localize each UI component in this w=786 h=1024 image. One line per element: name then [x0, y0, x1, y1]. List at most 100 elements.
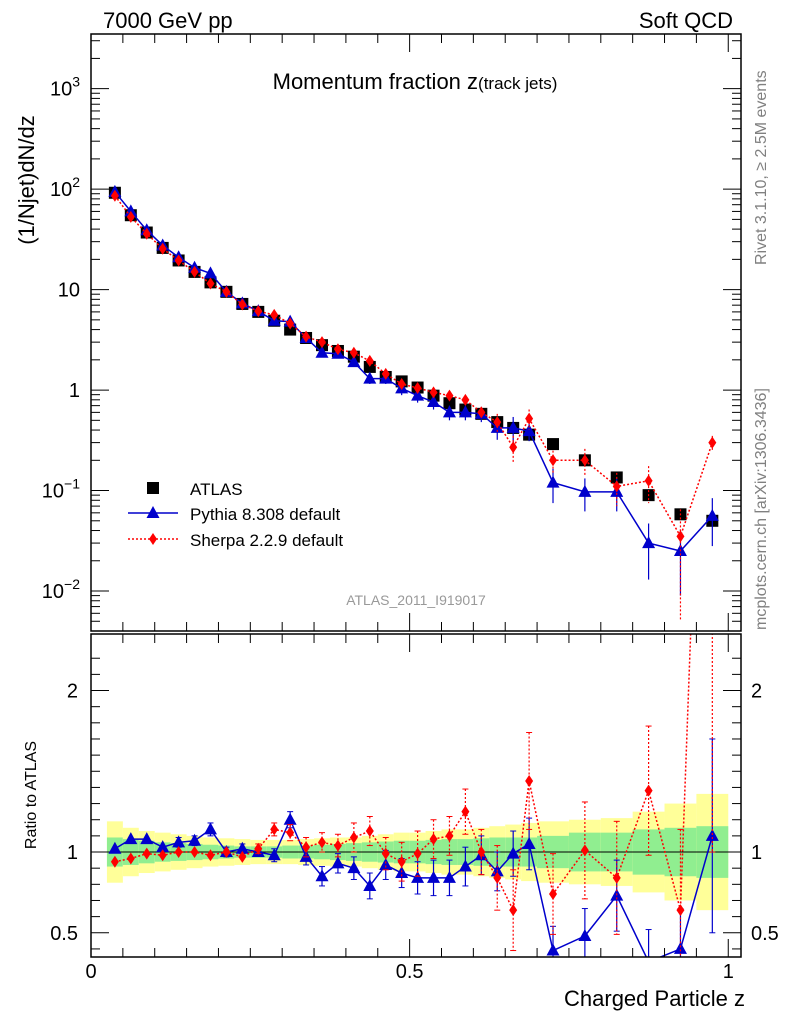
sherpa-point [222, 285, 231, 298]
watermark: ATLAS_2011_I919017 [346, 592, 486, 608]
sherpa-ratio-point [445, 829, 454, 842]
ratio-y-tick-label-right: 0.5 [751, 923, 779, 945]
pythia-ratio-point [188, 833, 202, 846]
sherpa-ratio-point [708, 39, 716, 51]
pythia-ratio-point [347, 861, 361, 874]
ratio-panel: 0.5 0.5 1 1 2 2 0 0.5 1 Ratio to ATLAS Charged … [23, 39, 779, 1011]
sherpa-point [365, 354, 374, 367]
sherpa-ratio-point [126, 852, 135, 865]
sherpa-ratio-point [493, 871, 502, 884]
sherpa-ratio-point [580, 844, 589, 857]
sherpa-point [461, 393, 470, 406]
y-tick-label: 10−2 [42, 576, 80, 603]
sherpa-point [270, 308, 279, 321]
y-tick-label: 102 [50, 174, 80, 201]
pythia-ratio-point [283, 812, 297, 825]
ratio-y-tick-label: 0.5 [50, 923, 78, 945]
sherpa-point [525, 412, 534, 425]
x-tick-label: 1 [723, 961, 734, 983]
pythia-point [522, 424, 536, 437]
pythia-point [315, 345, 329, 358]
sherpa-point [445, 389, 454, 402]
sherpa-ratio-point [525, 774, 534, 787]
sherpa-point [509, 441, 518, 454]
atlas-point [547, 438, 560, 451]
sherpa-point [174, 254, 183, 267]
sherpa-ratio-point [477, 846, 486, 859]
sherpa-ratio-point [206, 849, 215, 862]
pythia-ratio-point [235, 841, 249, 854]
ratio-ylabel: Ratio to ATLAS [23, 741, 40, 849]
ratio-y-tick-label: 1 [67, 842, 78, 864]
sherpa-point [318, 336, 327, 349]
sherpa-ratio-point [381, 847, 390, 860]
pythia-ratio-point [315, 869, 329, 882]
x-axis-label: Charged Particle z [564, 986, 745, 1011]
pythia-ratio-point [108, 841, 122, 854]
sherpa-ratio-point [644, 784, 653, 797]
sherpa-ratio-point [549, 888, 558, 901]
pythia-ratio-point [363, 878, 377, 891]
sherpa-ratio-point [612, 871, 621, 884]
pythia-ratio-point [156, 840, 170, 853]
sherpa-ratio-point [238, 850, 247, 863]
sherpa-point [429, 386, 438, 399]
header-left: 7000 GeV pp [103, 8, 233, 33]
sherpa-ratio-point [190, 846, 199, 859]
sherpa-point [381, 367, 390, 380]
legend-marker-pythia [146, 506, 160, 518]
pythia-point [442, 405, 456, 418]
legend-label-atlas: ATLAS [190, 480, 243, 499]
chart-title-main: Momentum fraction z [273, 69, 478, 94]
legend-marker-atlas [147, 482, 159, 494]
sherpa-point [493, 416, 502, 429]
pythia-ratio-point [427, 870, 441, 883]
main-panel-frame [90, 33, 742, 632]
pythia-point [203, 266, 217, 279]
pythia-point [458, 405, 472, 418]
sherpa-point [644, 474, 653, 487]
sherpa-point [612, 480, 621, 493]
pythia-ratio-point [673, 941, 687, 954]
sherpa-ratio-point [110, 855, 119, 868]
pythia-point [546, 475, 560, 488]
atlas-point [443, 397, 456, 410]
pythia-point [506, 420, 520, 433]
sherpa-ratio-point [413, 847, 422, 860]
main-panel: 10−2 10−1 1 10 102 103 (1/Njet)dN/dz Momentum… [14, 33, 742, 632]
pythia-ratio-point [267, 848, 281, 861]
sherpa-point [477, 406, 486, 419]
y-tick-label: 1 [69, 380, 80, 402]
sherpa-point [413, 381, 422, 394]
mcplots-label: mcplots.cern.ch [arXiv:1306.3436] [753, 388, 770, 630]
sherpa-point [254, 305, 263, 318]
sherpa-ratio-point [270, 823, 279, 836]
y-tick-label: 103 [50, 74, 80, 101]
pythia-point [411, 388, 425, 401]
sherpa-ratio-point [349, 831, 358, 844]
ratio-y-tick-label-right: 1 [751, 842, 762, 864]
y-tick-label: 10−1 [42, 476, 80, 503]
pythia-ratio-point [124, 832, 138, 845]
x-tick-label: 0 [85, 961, 96, 983]
pythia-ratio-point [299, 849, 313, 862]
ratio-y-tick-label: 2 [67, 681, 78, 703]
pythia-point [705, 508, 719, 521]
x-tick-label: 0.5 [396, 961, 424, 983]
sherpa-point [549, 454, 558, 467]
ratio-panel-frame [90, 633, 742, 958]
rivet-label: Rivet 3.1.10, ≥ 2.5M events [753, 70, 770, 265]
legend-label-pythia: Pythia 8.308 default [190, 505, 341, 524]
sherpa-ratio-point [397, 855, 406, 868]
sherpa-point [349, 346, 358, 359]
sherpa-point [126, 210, 135, 223]
pythia-ratio-point [506, 846, 520, 859]
pythia-ratio-point [458, 859, 472, 872]
pythia-point [642, 536, 656, 549]
sherpa-point [708, 436, 717, 449]
sherpa-point [238, 298, 247, 311]
sherpa-point [286, 317, 295, 330]
sherpa-ratio-point [461, 805, 470, 818]
sherpa-ratio-point [429, 833, 438, 846]
